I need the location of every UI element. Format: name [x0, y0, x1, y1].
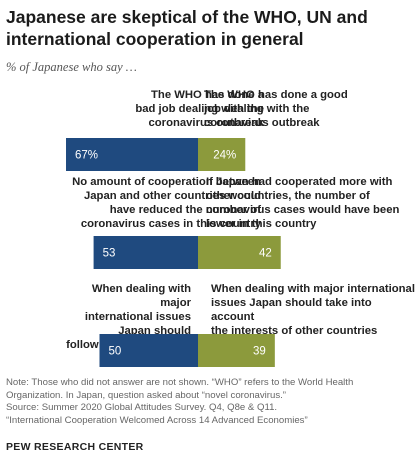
value-label-positive-1: 24% [213, 150, 236, 162]
row3-right-label: When dealing with major international iss… [211, 283, 415, 337]
value-label-negative-3: 50 [109, 346, 122, 358]
value-label-positive-3: 39 [253, 346, 266, 358]
value-label-positive-2: 42 [259, 248, 272, 260]
source-label: PEW RESEARCH CENTER [6, 441, 144, 453]
bar-negative-3 [99, 334, 198, 367]
bar-positive-2 [198, 236, 281, 269]
bar-negative-1 [66, 138, 198, 171]
chart-title: Japanese are skeptical of the WHO, UN an… [6, 7, 368, 49]
bar-negative-2 [93, 236, 198, 269]
bar-positive-3 [198, 334, 275, 367]
value-label-negative-2: 53 [103, 248, 116, 260]
row2-left-label: No amount of cooperation between Japan an… [72, 176, 261, 230]
row1-left-label: The WHO has done a bad job dealing with t… [135, 89, 264, 129]
value-label-negative-1: 67% [75, 150, 98, 162]
bar-positive-1 [198, 138, 246, 171]
chart-note: Note: Those who did not answer are not s… [6, 377, 354, 426]
row1-right-label: The WHO has done a good job dealing with … [204, 89, 348, 129]
row2-right-label: If Japan had cooperated more with other c… [206, 176, 400, 230]
chart-subtitle: % of Japanese who say … [6, 60, 137, 74]
